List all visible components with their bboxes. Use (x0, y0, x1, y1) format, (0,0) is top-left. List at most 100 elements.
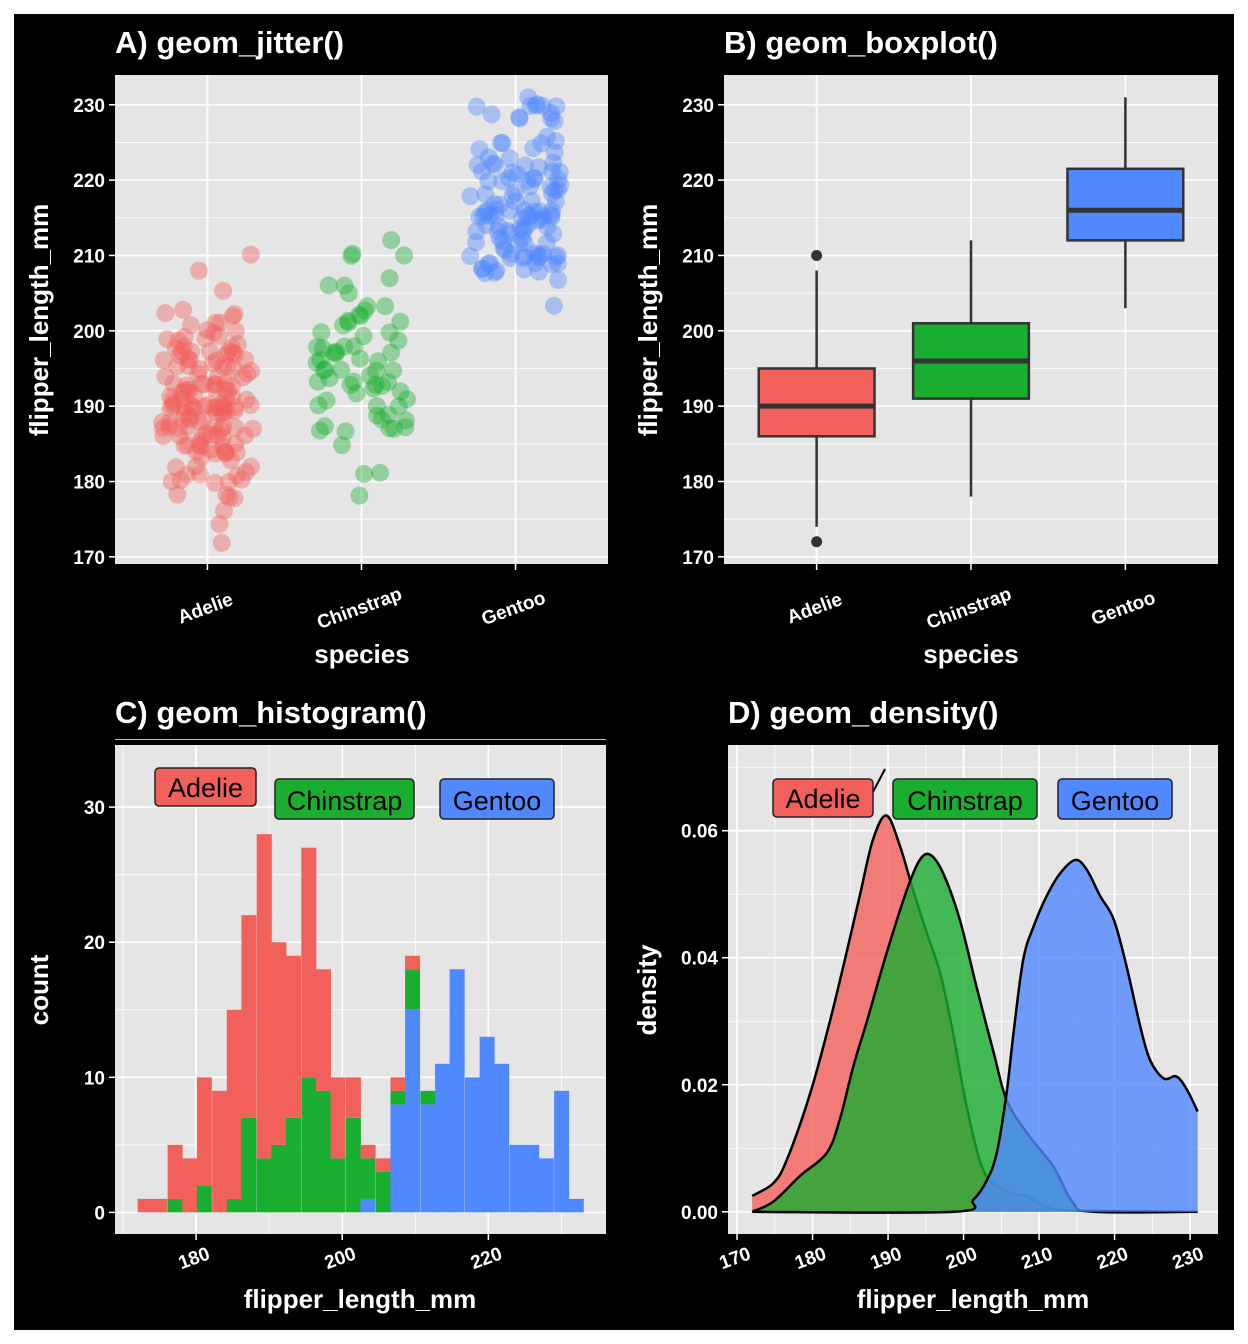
panel-c-title: C) geom_histogram() (115, 695, 427, 730)
jitter-point-adelie (175, 436, 194, 455)
jitter-point-gentoo (530, 247, 549, 266)
jitter-point-adelie (228, 335, 247, 354)
jitter-point-adelie (227, 466, 246, 485)
jitter-point-adelie (209, 327, 228, 346)
jitter-point-adelie (241, 396, 260, 415)
jitter-point-gentoo (544, 296, 563, 315)
jitter-point-adelie (154, 427, 173, 446)
jitter-point-gentoo (495, 240, 514, 259)
jitter-point-chinstrap (395, 246, 414, 265)
jitter-point-gentoo (487, 261, 506, 280)
jitter-point-adelie (178, 350, 197, 369)
histogram-bar-chinstrap (330, 1158, 346, 1213)
jitter-point-adelie (187, 442, 206, 461)
jitter-point-chinstrap (367, 361, 386, 380)
jitter-point-gentoo (479, 171, 498, 190)
jitter-point-adelie (169, 331, 188, 350)
jitter-point-adelie (195, 375, 214, 394)
histogram-bar-adelie (196, 1077, 212, 1186)
jitter-point-gentoo (470, 207, 489, 226)
jitter-point-gentoo (514, 221, 533, 240)
jitter-point-adelie (205, 375, 224, 394)
jitter-point-gentoo (534, 207, 553, 226)
jitter-point-adelie (216, 373, 235, 392)
jitter-point-chinstrap (307, 353, 326, 372)
jitter-point-adelie (190, 432, 209, 451)
histogram-bar-gentoo (405, 1009, 421, 1213)
jitter-point-gentoo (473, 259, 492, 278)
jitter-point-gentoo (533, 210, 552, 229)
jitter-point-adelie (182, 342, 201, 361)
jitter-point-adelie (162, 472, 181, 491)
jitter-point-gentoo (479, 148, 498, 167)
jitter-point-adelie (225, 345, 244, 364)
jitter-point-gentoo (467, 97, 486, 116)
jitter-point-adelie (244, 419, 263, 438)
histogram-bar-adelie (256, 834, 272, 1159)
jitter-point-gentoo (549, 170, 568, 189)
jitter-point-adelie (205, 379, 224, 398)
label-box (892, 778, 1038, 820)
jitter-point-gentoo (476, 264, 495, 283)
jitter-point-adelie (242, 361, 261, 380)
histogram-bar-adelie (330, 1077, 346, 1159)
jitter-point-adelie (241, 245, 260, 264)
jitter-point-adelie (226, 398, 245, 417)
jitter-point-gentoo (545, 143, 564, 162)
panel-c-ylabel: count (24, 954, 54, 1025)
jitter-point-adelie (161, 399, 180, 418)
jitter-point-chinstrap (332, 436, 351, 455)
jitter-point-gentoo (510, 108, 529, 127)
panel-d-ytick-label: 0.04 (681, 949, 718, 970)
jitter-point-gentoo (461, 187, 480, 206)
jitter-point-adelie (170, 427, 189, 446)
histogram-bar-gentoo (435, 1063, 451, 1213)
jitter-point-chinstrap (355, 301, 374, 320)
jitter-point-gentoo (541, 103, 560, 122)
label-leader-line (872, 768, 886, 793)
jitter-point-gentoo (550, 162, 569, 181)
jitter-point-chinstrap (367, 397, 386, 416)
jitter-point-chinstrap (327, 342, 346, 361)
jitter-point-gentoo (500, 149, 519, 168)
jitter-point-adelie (214, 501, 233, 520)
jitter-point-adelie (235, 426, 254, 445)
jitter-point-chinstrap (376, 297, 395, 316)
jitter-point-gentoo (524, 244, 543, 263)
jitter-point-adelie (171, 470, 190, 489)
jitter-point-gentoo (537, 233, 556, 252)
jitter-point-gentoo (549, 271, 568, 290)
jitter-point-gentoo (526, 96, 545, 115)
jitter-point-adelie (216, 442, 235, 461)
jitter-point-chinstrap (339, 284, 358, 303)
jitter-point-chinstrap (344, 372, 363, 391)
jitter-point-gentoo (472, 259, 491, 278)
panel-a-ytick-label: 200 (73, 322, 105, 343)
jitter-point-adelie (214, 357, 233, 376)
jitter-point-adelie (187, 457, 206, 476)
jitter-point-gentoo (486, 200, 505, 219)
histogram-bar-adelie (360, 1144, 376, 1159)
jitter-point-gentoo (494, 239, 513, 258)
jitter-point-adelie (197, 424, 216, 443)
jitter-point-chinstrap (336, 422, 355, 441)
jitter-point-gentoo (512, 209, 531, 228)
jitter-point-adelie (214, 404, 233, 423)
jitter-point-gentoo (490, 228, 509, 247)
jitter-point-adelie (196, 397, 215, 416)
jitter-point-adelie (226, 322, 245, 341)
label-text: Chinstrap (907, 786, 1023, 816)
histogram-bar-gentoo (449, 969, 465, 1213)
jitter-point-gentoo (546, 132, 565, 151)
panel-b-ytick-label: 190 (682, 397, 714, 418)
jitter-point-chinstrap (373, 376, 392, 395)
jitter-point-adelie (180, 410, 199, 429)
panel-d-title: D) geom_density() (728, 695, 998, 730)
jitter-point-adelie (166, 339, 185, 358)
jitter-point-gentoo (528, 245, 547, 264)
jitter-point-gentoo (530, 202, 549, 221)
jitter-point-adelie (208, 397, 227, 416)
density-area (752, 859, 1198, 1213)
jitter-point-gentoo (485, 194, 504, 213)
jitter-point-chinstrap (382, 231, 401, 250)
